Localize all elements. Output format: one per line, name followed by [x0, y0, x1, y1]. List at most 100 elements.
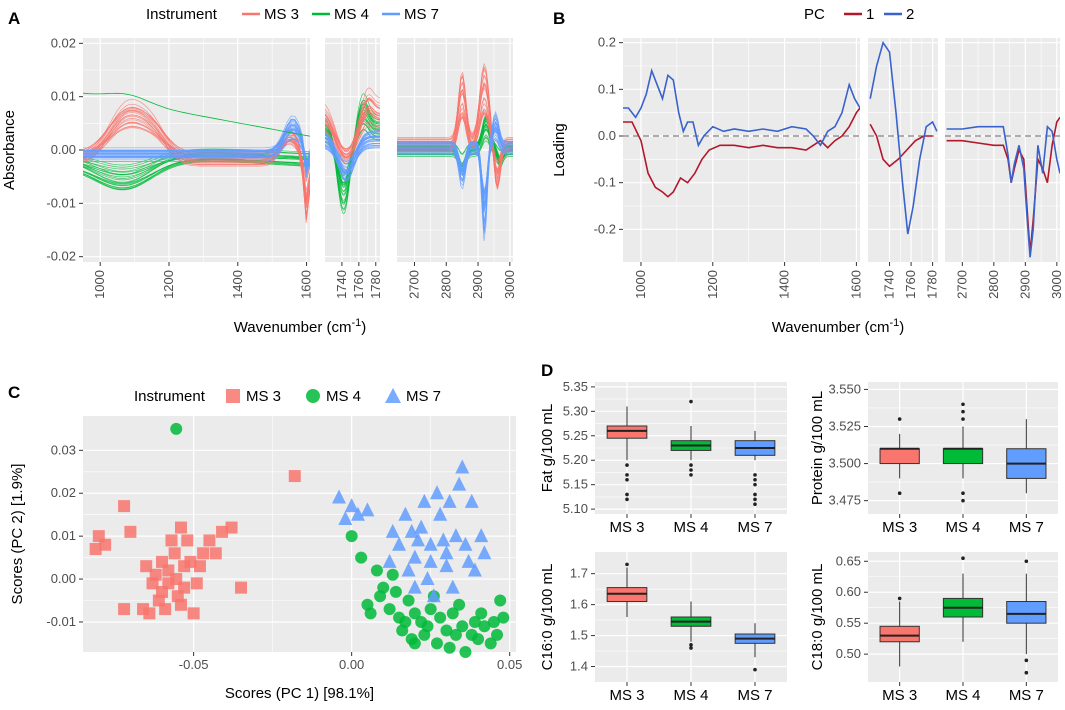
boxplot-4: 0.50 0.55 0.60 0.65 MS 3 MS 4 MS 7 C18:0 g/100 … — [809, 552, 1058, 704]
series-layer — [325, 87, 380, 214]
y-tick-label: 3.500 — [828, 456, 861, 471]
outlier-0 — [689, 399, 693, 404]
x-tick-label: 2700 — [954, 270, 969, 299]
legend-label-1: 2 — [906, 6, 914, 23]
y-tick-label: 0.60 — [836, 584, 861, 599]
spectrum-line-ms7-66 — [83, 129, 310, 178]
y-axis-label: Protein g/100 mL — [809, 391, 826, 505]
point-ms4-8 — [424, 603, 437, 616]
plot-background — [623, 38, 860, 262]
point-ms7-24 — [417, 493, 432, 508]
y-tick-label: -0.2 — [594, 221, 616, 236]
spectrum-line-ms3-40 — [325, 94, 380, 151]
point-ms7-3 — [414, 519, 429, 534]
point-ms4-29 — [386, 568, 399, 581]
y-tick-label: 0.50 — [836, 646, 861, 661]
box-body — [942, 448, 984, 465]
outlier-1 — [897, 491, 902, 496]
point-ms7-18 — [407, 579, 422, 594]
spectrum-line-ms7-60 — [83, 121, 310, 167]
loading-line-pc2 — [623, 67, 860, 148]
point-ms7-31 — [411, 532, 426, 547]
point-ms7-9 — [458, 536, 473, 551]
outlier-0 — [897, 417, 902, 421]
point-ms4-36 — [399, 615, 412, 628]
spectrum-line-ms3-43 — [325, 111, 380, 152]
x-tick-label: MS 3 — [609, 687, 644, 704]
y-tick-label: 1.6 — [570, 597, 588, 612]
x-tick-label: MS 4 — [673, 687, 708, 704]
boxplot-3: 1.4 1.5 1.6 1.7 MS 3 MS 4 MS 7 C16:0 g/100 mL — [539, 552, 787, 704]
spectrum-line-ms7-51 — [83, 129, 310, 158]
point-ms4-28 — [355, 551, 368, 564]
point-ms3-19 — [225, 521, 238, 534]
spectrum-line-ms7-63 — [83, 122, 310, 170]
point-ms3-11 — [165, 534, 178, 547]
point-ms7-5 — [448, 528, 463, 543]
point-ms7-15 — [464, 493, 479, 508]
point-ms7-22 — [477, 545, 492, 560]
point-ms4-15 — [478, 620, 491, 633]
point-ms7-11 — [429, 485, 444, 500]
box-body — [879, 625, 920, 643]
point-ms4-22 — [430, 637, 443, 650]
spectrum-line-ms7-71 — [397, 121, 513, 205]
point-ms3-5 — [168, 547, 181, 560]
y-tick-label: 3.525 — [828, 418, 861, 433]
x-tick-label: MS 3 — [882, 519, 917, 536]
point-ms7-34 — [423, 553, 438, 568]
y-axis-label: C18:0 g/100 mL — [809, 564, 826, 671]
point-ms7-33 — [385, 523, 400, 538]
boxplot-1: 5.10 5.15 5.20 5.25 5.30 5.35 MS 3 MS 4 MS 7 Fat … — [539, 379, 787, 536]
point-ms3-26 — [143, 607, 156, 620]
x-tick-label: 1000 — [633, 270, 648, 299]
point-ms7-26 — [344, 498, 359, 513]
point-ms4-24 — [459, 646, 472, 658]
y-tick-label: 0.03 — [51, 442, 76, 457]
outlier-0 — [625, 562, 629, 567]
y-tick-label: 5.10 — [563, 501, 588, 516]
point-ms3-30 — [288, 470, 301, 483]
spectrum-line-ms7-70 — [325, 145, 380, 175]
point-ms7-29 — [360, 502, 375, 517]
y-axis-label: Loading — [551, 123, 568, 176]
point-ms4-34 — [494, 594, 507, 607]
box-body — [879, 448, 920, 465]
x-tick-label: MS 7 — [737, 519, 772, 536]
point-ms3-21 — [92, 530, 105, 543]
point-ms7-0 — [407, 549, 422, 564]
x-tick-label: 1780 — [368, 270, 383, 299]
x-tick-label: 1600 — [848, 270, 863, 299]
outlier-2 — [689, 468, 693, 472]
point-ms4-31 — [453, 598, 466, 611]
y-tick-label: 0.1 — [598, 81, 616, 96]
outlier-0 — [753, 667, 757, 672]
spectrum-line-ms3-31 — [83, 114, 310, 220]
spectrum-line-ms7-67 — [83, 130, 310, 175]
outlier-0 — [961, 402, 965, 407]
outlier-2 — [753, 482, 757, 487]
box-ms7 — [734, 430, 776, 507]
x-tick-label: MS 7 — [1009, 687, 1044, 704]
outlier-4 — [753, 497, 757, 502]
x-tick-label: 1600 — [299, 270, 314, 299]
loading-line-pc1 — [869, 123, 933, 168]
x-tick-label: MS 3 — [882, 687, 917, 704]
point-ms3-33 — [162, 577, 175, 590]
boxplot-2: 3.475 3.500 3.525 3.550 MS 3 MS 4 MS 7 Protein … — [809, 381, 1058, 536]
series-layer — [397, 62, 513, 241]
series-layer — [945, 116, 1060, 258]
outlier-1 — [961, 409, 965, 414]
point-ms4-27 — [345, 530, 358, 543]
x-tick-label: 1200 — [161, 270, 176, 299]
series-layer — [623, 67, 860, 198]
point-ms4-26 — [370, 564, 383, 577]
y-tick-label: 5.30 — [563, 403, 588, 418]
x-axis-label-close: ) — [899, 319, 904, 336]
segment-2: 1740 1760 1780 — [325, 38, 383, 299]
outlier-4 — [625, 497, 629, 502]
box-ms3 — [606, 406, 648, 502]
outlier-0 — [961, 556, 965, 560]
x-tick-label: 1760 — [351, 270, 366, 299]
y-axis-label: Fat g/100 mL — [539, 404, 556, 492]
